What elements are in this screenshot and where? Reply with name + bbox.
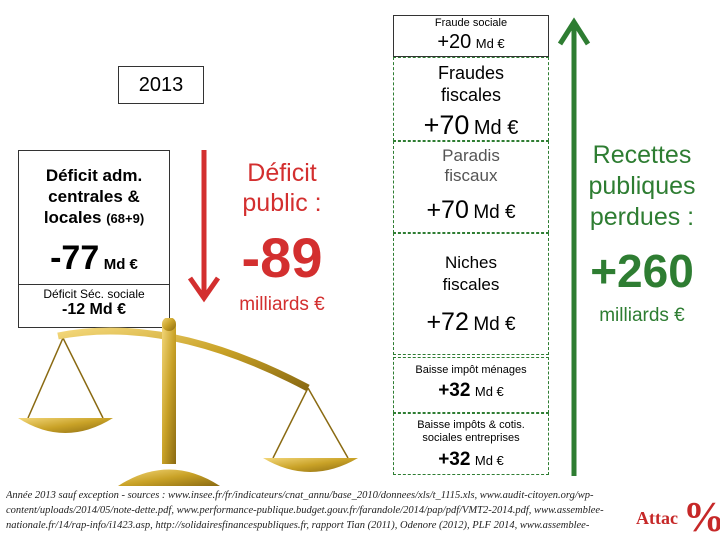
- attac-logo-text: Attac: [636, 508, 678, 528]
- fraudes-fiscales-amount: +70 Md €: [394, 110, 548, 141]
- left-line-3-small: (68+9): [106, 211, 145, 226]
- left-value: -77 Md €: [19, 239, 169, 278]
- paradis-label-1: Paradis: [442, 146, 500, 165]
- left-line-1: Déficit adm.: [45, 166, 143, 185]
- red-down-arrow: [187, 150, 221, 303]
- right-title-3: perdues :: [589, 203, 695, 231]
- baisse-entreprises-amount: +32 Md €: [394, 449, 548, 471]
- fraude-sociale-label: Fraude sociale: [434, 17, 508, 29]
- baisse-menages-value: +32: [438, 380, 471, 401]
- attac-logo-symbol: %: [683, 494, 720, 542]
- baisse-impots-entreprises-box: Baisse impôts & cotis. sociales entrepri…: [393, 413, 549, 475]
- sources-footnote: Année 2013 sauf exception - sources : ww…: [6, 490, 604, 531]
- green-up-arrow: [557, 17, 591, 476]
- baisse-menages-unit: Md €: [474, 384, 504, 399]
- left-line-2: centrales &: [48, 187, 140, 206]
- niches-fiscales-box: Niches fiscales +72 Md €: [393, 233, 549, 355]
- right-value: +260: [590, 245, 694, 297]
- balance-scale-icon: [18, 318, 358, 486]
- fraude-sociale-unit: Md €: [475, 36, 505, 51]
- year-label: 2013: [138, 73, 184, 96]
- year-box: 2013: [118, 66, 204, 104]
- baisse-menages-amount: +32 Md €: [394, 380, 548, 402]
- baisse-menages-label: Baisse impôt ménages: [415, 364, 527, 376]
- right-title-2: publiques: [588, 172, 696, 200]
- fraudes-fiscales-unit: Md €: [473, 117, 519, 139]
- baisse-entreprises-label-1: Baisse impôts & cotis.: [417, 419, 525, 431]
- fraudes-fiscales-box: Fraudes fiscales +70 Md €: [393, 57, 549, 141]
- fraude-sociale-value: +20: [437, 31, 472, 53]
- fraude-sociale-amount: +20 Md €: [394, 31, 548, 54]
- niches-value: +72: [426, 308, 469, 336]
- paradis-fiscaux-box: Paradis fiscaux +70 Md €: [393, 141, 549, 233]
- niches-amount: +72 Md €: [394, 308, 548, 337]
- fraudes-fiscales-value: +70: [423, 110, 470, 140]
- right-title-1: Recettes: [592, 141, 692, 169]
- left-line-3-text: locales: [43, 208, 102, 227]
- fraudes-fiscales-label-1: Fraudes: [437, 63, 505, 83]
- baisse-entreprises-unit: Md €: [474, 453, 504, 468]
- center-title-1: Déficit: [247, 159, 317, 187]
- niches-label-2: fiscales: [442, 275, 500, 294]
- deficit-administrations-box: Déficit adm. centrales & locales (68+9) …: [18, 150, 170, 328]
- baisse-entreprises-value: +32: [438, 449, 471, 470]
- secu-label: Déficit Séc. sociale: [43, 287, 145, 301]
- left-value-unit: Md €: [103, 256, 138, 273]
- secu-value: -12 Md €: [61, 301, 126, 318]
- niches-label-1: Niches: [445, 253, 497, 272]
- center-unit: milliards €: [239, 294, 325, 315]
- recettes-perdues-block: Recettes publiques perdues : +260 millia…: [568, 140, 716, 327]
- niches-unit: Md €: [473, 314, 516, 335]
- left-value-number: -77: [50, 239, 100, 277]
- baisse-entreprises-label-2: sociales entreprises: [422, 432, 520, 444]
- center-title-2: public :: [242, 189, 322, 217]
- paradis-label-2: fiscaux: [444, 166, 498, 185]
- center-value: -89: [241, 226, 323, 289]
- baisse-impot-menages-box: Baisse impôt ménages +32 Md €: [393, 357, 549, 413]
- paradis-unit: Md €: [473, 202, 516, 223]
- paradis-amount: +70 Md €: [394, 196, 548, 225]
- right-unit: milliards €: [599, 305, 685, 326]
- left-line-3: locales (68+9): [19, 207, 169, 229]
- fraude-sociale-box: Fraude sociale +20 Md €: [393, 15, 549, 57]
- paradis-value: +70: [426, 196, 469, 224]
- fraudes-fiscales-label-2: fiscales: [440, 85, 502, 105]
- deficit-public-block: Déficit public : -89 milliards €: [222, 158, 342, 316]
